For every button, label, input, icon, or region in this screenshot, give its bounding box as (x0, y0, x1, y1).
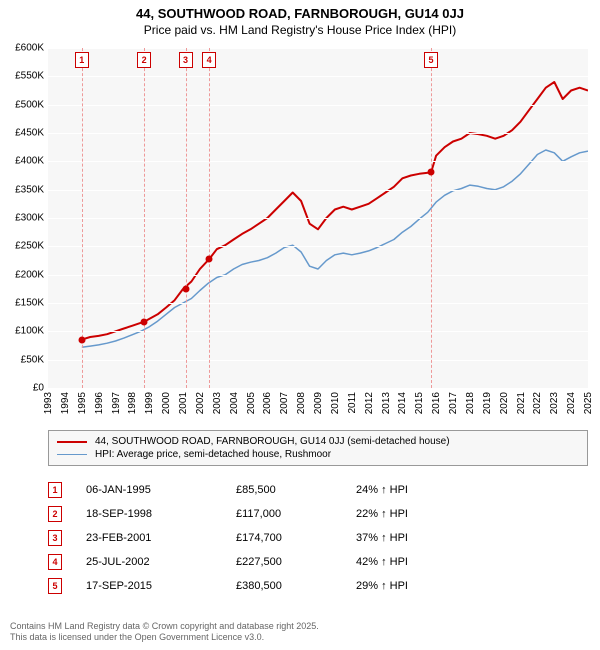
legend-item: HPI: Average price, semi-detached house,… (57, 448, 579, 461)
transaction-price: £85,500 (236, 484, 356, 496)
marker-badge: 2 (48, 506, 62, 522)
x-axis-label: 2003 (212, 392, 223, 414)
y-axis-label: £100K (15, 326, 44, 337)
x-axis-label: 2013 (381, 392, 392, 414)
transaction-delta: 42% ↑ HPI (356, 556, 476, 568)
transaction-row: 3 23-FEB-2001£174,70037% ↑ HPI (48, 526, 588, 550)
transaction-delta: 37% ↑ HPI (356, 532, 476, 544)
marker-badge: 4 (202, 52, 216, 68)
footer-line: Contains HM Land Registry data © Crown c… (10, 621, 319, 633)
x-axis-label: 2022 (532, 392, 543, 414)
price-dot (182, 286, 189, 293)
x-axis-label: 2004 (229, 392, 240, 414)
price-dot (78, 336, 85, 343)
transaction-date: 06-JAN-1995 (86, 484, 236, 496)
transaction-date: 17-SEP-2015 (86, 580, 236, 592)
x-axis-label: 2015 (414, 392, 425, 414)
footer-attribution: Contains HM Land Registry data © Crown c… (10, 621, 319, 644)
transaction-row: 5 17-SEP-2015£380,50029% ↑ HPI (48, 574, 588, 598)
y-axis-label: £50K (21, 354, 44, 365)
transaction-price: £227,500 (236, 556, 356, 568)
x-axis-label: 2011 (347, 392, 358, 414)
marker-line (186, 48, 187, 388)
y-axis-label: £600K (15, 43, 44, 54)
legend: 44, SOUTHWOOD ROAD, FARNBOROUGH, GU14 0J… (48, 430, 588, 466)
marker-badge: 5 (48, 578, 62, 594)
x-axis-label: 2025 (583, 392, 594, 414)
price-dot (206, 256, 213, 263)
x-axis-label: 2000 (161, 392, 172, 414)
marker-badge: 3 (179, 52, 193, 68)
transaction-date: 23-FEB-2001 (86, 532, 236, 544)
price-dot (428, 169, 435, 176)
x-axis-label: 2020 (499, 392, 510, 414)
y-axis-label: £250K (15, 241, 44, 252)
y-axis-label: £550K (15, 71, 44, 82)
marker-badge: 2 (137, 52, 151, 68)
footer-line: This data is licensed under the Open Gov… (10, 632, 319, 644)
legend-swatch (57, 454, 87, 455)
x-axis-label: 2021 (516, 392, 527, 414)
transaction-date: 18-SEP-1998 (86, 508, 236, 520)
x-axis-label: 1994 (60, 392, 71, 414)
x-axis-label: 2012 (364, 392, 375, 414)
chart-subtitle: Price paid vs. HM Land Registry's House … (0, 21, 600, 41)
x-axis-label: 2019 (482, 392, 493, 414)
transaction-price: £174,700 (236, 532, 356, 544)
transaction-delta: 29% ↑ HPI (356, 580, 476, 592)
transaction-delta: 24% ↑ HPI (356, 484, 476, 496)
marker-badge: 4 (48, 554, 62, 570)
x-axis-label: 2024 (566, 392, 577, 414)
x-axis-label: 2010 (330, 392, 341, 414)
y-axis-label: £450K (15, 128, 44, 139)
y-axis-label: £350K (15, 184, 44, 195)
price-dot (141, 318, 148, 325)
x-axis-label: 2001 (178, 392, 189, 414)
marker-line (431, 48, 432, 388)
x-axis-label: 2023 (549, 392, 560, 414)
marker-line (209, 48, 210, 388)
y-axis-label: £500K (15, 99, 44, 110)
y-axis-label: £300K (15, 213, 44, 224)
x-axis-label: 1993 (43, 392, 54, 414)
chart-container: 44, SOUTHWOOD ROAD, FARNBOROUGH, GU14 0J… (0, 0, 600, 650)
x-axis-label: 1999 (144, 392, 155, 414)
x-axis-label: 1997 (111, 392, 122, 414)
x-axis-label: 2009 (313, 392, 324, 414)
transaction-price: £380,500 (236, 580, 356, 592)
transaction-row: 2 18-SEP-1998£117,00022% ↑ HPI (48, 502, 588, 526)
x-axis-label: 2018 (465, 392, 476, 414)
marker-badge: 1 (48, 482, 62, 498)
marker-badge: 3 (48, 530, 62, 546)
legend-label: HPI: Average price, semi-detached house,… (95, 449, 331, 460)
y-axis-label: £150K (15, 298, 44, 309)
y-axis-label: £400K (15, 156, 44, 167)
x-axis-label: 1998 (127, 392, 138, 414)
chart-title: 44, SOUTHWOOD ROAD, FARNBOROUGH, GU14 0J… (0, 0, 600, 21)
marker-badge: 5 (424, 52, 438, 68)
transactions-table: 1 06-JAN-1995£85,50024% ↑ HPI 2 18-SEP-1998… (48, 478, 588, 598)
transaction-date: 25-JUL-2002 (86, 556, 236, 568)
transaction-delta: 22% ↑ HPI (356, 508, 476, 520)
transaction-row: 1 06-JAN-1995£85,50024% ↑ HPI (48, 478, 588, 502)
x-axis-label: 1995 (77, 392, 88, 414)
x-axis-label: 2007 (279, 392, 290, 414)
x-axis-label: 2006 (262, 392, 273, 414)
marker-line (144, 48, 145, 388)
marker-badge: 1 (75, 52, 89, 68)
x-axis-label: 2002 (195, 392, 206, 414)
x-axis-label: 1996 (94, 392, 105, 414)
transaction-price: £117,000 (236, 508, 356, 520)
x-axis-label: 2014 (397, 392, 408, 414)
x-axis-label: 2016 (431, 392, 442, 414)
plot-area (48, 48, 588, 388)
legend-swatch (57, 441, 87, 443)
x-axis-label: 2008 (296, 392, 307, 414)
x-axis-label: 2005 (246, 392, 257, 414)
y-axis-label: £200K (15, 269, 44, 280)
legend-item: 44, SOUTHWOOD ROAD, FARNBOROUGH, GU14 0J… (57, 435, 579, 448)
legend-label: 44, SOUTHWOOD ROAD, FARNBOROUGH, GU14 0J… (95, 436, 450, 447)
x-axis-label: 2017 (448, 392, 459, 414)
transaction-row: 4 25-JUL-2002£227,50042% ↑ HPI (48, 550, 588, 574)
